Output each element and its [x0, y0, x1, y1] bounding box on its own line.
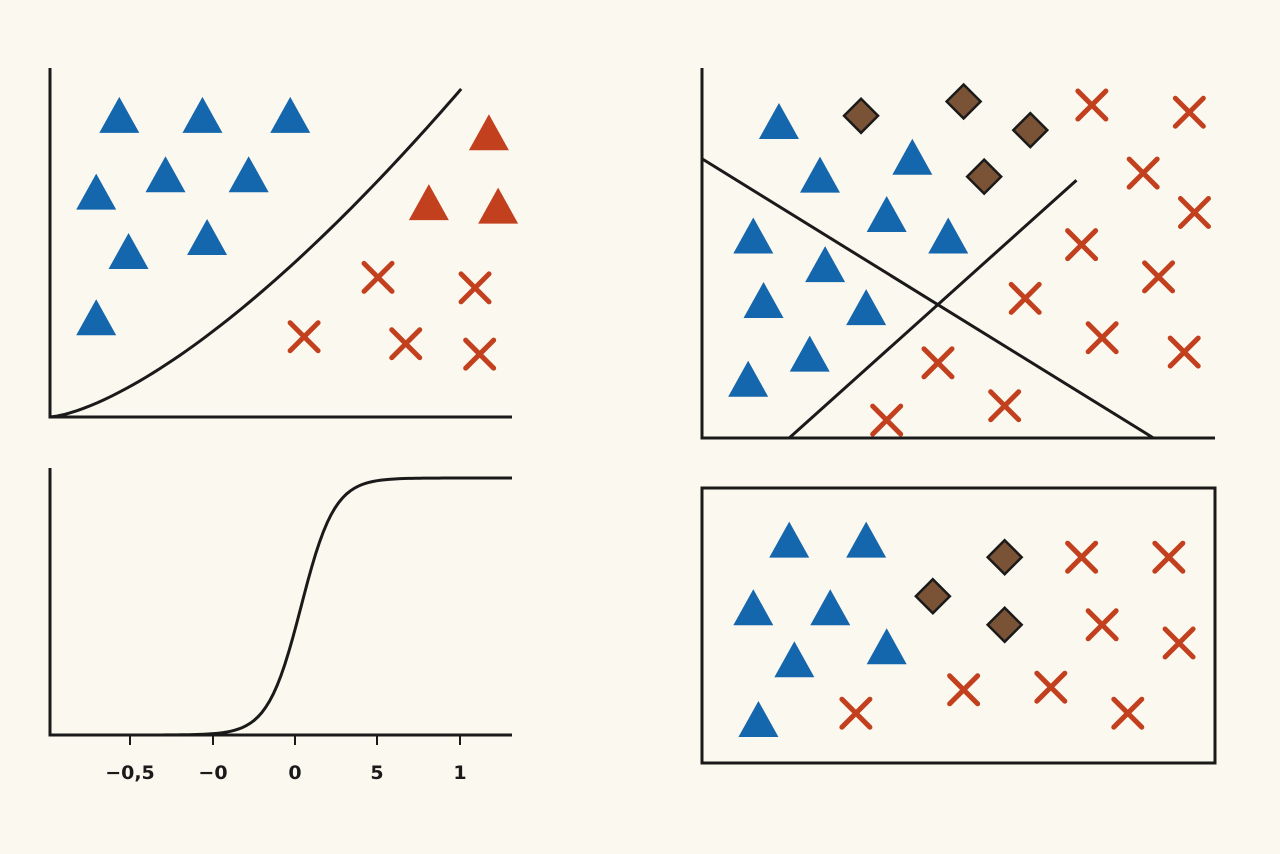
triangle-point	[846, 289, 887, 326]
cross-point	[1167, 335, 1201, 369]
cross-point	[1065, 540, 1099, 574]
triangle-point	[810, 589, 851, 626]
diamond-point	[842, 97, 880, 135]
cross-point	[870, 403, 904, 437]
cross-point	[839, 696, 873, 730]
cross-point	[1085, 608, 1119, 642]
frame-bottom-right	[700, 486, 1217, 765]
cross-point	[463, 337, 497, 371]
triangle-point	[182, 96, 223, 133]
axes-bottom-left	[48, 468, 512, 737]
triangle-point	[866, 196, 907, 233]
cross-point	[1162, 626, 1196, 660]
panel-top-right	[700, 68, 1215, 440]
diamond-point	[944, 82, 983, 121]
cross-point	[287, 320, 321, 354]
triangle-point	[270, 96, 311, 133]
triangle-point	[866, 628, 907, 665]
triangle-point	[769, 521, 810, 558]
decision-line	[701, 157, 1155, 440]
cross-point	[1065, 228, 1099, 262]
triangle-point	[478, 187, 519, 224]
decision-line	[788, 179, 1078, 440]
triangle-point	[743, 281, 784, 318]
cross-point	[1085, 321, 1119, 355]
triangle-point	[846, 521, 887, 558]
triangle-point	[76, 299, 117, 336]
scatter-points-top-left	[76, 96, 519, 371]
cross-point	[947, 673, 981, 707]
cross-point	[1172, 95, 1206, 129]
triangle-point	[928, 217, 969, 254]
cross-point	[988, 389, 1022, 423]
scatter-points-top-right	[728, 82, 1211, 437]
triangle-point	[789, 335, 830, 372]
decision-lines	[701, 157, 1155, 440]
triangle-point	[99, 96, 140, 133]
diamond-point	[985, 538, 1024, 576]
panel-bottom-right	[700, 486, 1217, 765]
cross-point	[1111, 696, 1145, 730]
triangle-point	[733, 589, 774, 626]
x-axis-ticks	[129, 735, 461, 745]
cross-point	[1152, 540, 1186, 574]
panel-top-left	[48, 68, 519, 419]
diamond-point	[914, 577, 952, 615]
triangle-point	[187, 219, 228, 256]
triangle-point	[408, 184, 449, 221]
triangle-point	[738, 701, 779, 737]
triangle-point	[728, 360, 769, 397]
diamond-point	[965, 157, 1003, 196]
triangle-point	[774, 641, 815, 678]
scatter-points-bottom-right	[733, 521, 1196, 737]
diamond-point	[985, 606, 1024, 644]
triangle-point	[468, 114, 509, 151]
cross-point	[1075, 88, 1109, 122]
sigmoid-curve	[50, 476, 512, 737]
triangle-point	[228, 156, 269, 193]
triangle-point	[892, 138, 933, 175]
cross-point	[1177, 195, 1211, 229]
cross-point	[921, 346, 955, 380]
axes-top-right	[700, 68, 1215, 440]
triangle-point	[805, 246, 846, 283]
triangle-point	[108, 232, 149, 269]
x-tick-label: −0	[198, 762, 227, 784]
cross-point	[458, 271, 492, 305]
panel-bottom-left: −0,5 −0 0 5 1	[48, 468, 512, 784]
x-tick-label: 5	[370, 762, 383, 784]
x-tick-label: 1	[453, 762, 466, 784]
cross-point	[389, 327, 423, 361]
x-tick-label: −0,5	[105, 762, 155, 784]
triangle-point	[145, 156, 186, 193]
cross-point	[1142, 260, 1176, 294]
triangle-point	[76, 173, 117, 210]
cross-point	[1126, 156, 1160, 190]
decision-curve	[49, 87, 463, 419]
cross-point	[361, 260, 395, 294]
cross-point	[1034, 670, 1068, 704]
triangle-point	[733, 217, 774, 254]
cross-point	[1008, 281, 1042, 315]
diamond-point	[1011, 111, 1050, 149]
triangle-point	[799, 156, 840, 193]
x-tick-label: 0	[288, 762, 301, 784]
triangle-point	[758, 102, 799, 139]
